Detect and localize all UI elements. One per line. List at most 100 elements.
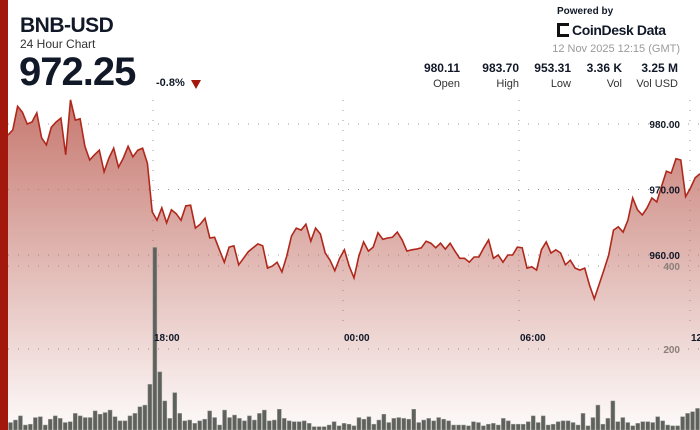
volume-bar (570, 422, 576, 430)
volume-bar (491, 423, 496, 430)
volume-bar (77, 415, 83, 430)
volume-bar (28, 423, 33, 430)
volume-bar (605, 418, 611, 430)
volume-bar (620, 417, 626, 430)
volume-bar (660, 420, 665, 430)
volume-bar (595, 404, 601, 430)
volume-bar (555, 421, 561, 430)
volume-bar (257, 413, 262, 430)
volume-bar (267, 420, 272, 430)
volume-bar (431, 420, 436, 430)
volume-bar (92, 410, 98, 430)
volume-bar (545, 424, 551, 430)
volume-bar (436, 417, 441, 430)
volume-bar (690, 411, 695, 430)
volume-bar (630, 425, 636, 430)
volume-bar (416, 422, 421, 430)
volume-bar (127, 415, 133, 430)
stat-vol: 3.36 K Vol (587, 61, 622, 90)
volume-bar (23, 424, 28, 430)
volume-bar (665, 424, 670, 430)
volume-bar (262, 409, 267, 430)
volume-bar (361, 418, 367, 430)
volume-bar (466, 425, 471, 430)
volume-bar (87, 417, 93, 430)
volume-bar (82, 417, 88, 430)
volume-bar (675, 425, 680, 430)
volume-bar (516, 423, 521, 430)
volume-bar (496, 424, 501, 430)
volume-bar (13, 419, 18, 430)
volume-bar (461, 424, 466, 430)
volume-bar (212, 417, 217, 430)
volume-bar (615, 421, 621, 430)
volume-bar (162, 400, 168, 430)
volume-bar (346, 423, 352, 430)
volume-bar (640, 421, 645, 430)
volume-bar (97, 413, 103, 430)
volume-bar (560, 420, 566, 430)
volume-bar (386, 422, 392, 430)
powered-by-label: Powered by (557, 6, 614, 17)
volume-bar (227, 417, 232, 430)
stat-label: High (496, 78, 519, 90)
volume-bar (38, 416, 43, 430)
stat-value: 983.70 (482, 61, 519, 75)
volume-bar (511, 423, 516, 430)
volume-bar (575, 424, 581, 430)
volume-bar (650, 422, 655, 430)
volume-bar (157, 371, 163, 430)
volume-bar (132, 413, 138, 430)
volume-bar (645, 421, 650, 430)
symbol-title: BNB-USD (20, 14, 114, 37)
volume-bar (58, 418, 63, 430)
volume-bar (565, 420, 571, 430)
volume-bar (526, 421, 531, 430)
volume-bar (277, 409, 282, 430)
volume-bar (237, 418, 242, 430)
coindesk-mark-icon (557, 23, 569, 37)
volume-bar (451, 424, 456, 430)
volume-bar (625, 422, 631, 430)
volume-bar (446, 420, 451, 430)
volume-bar (585, 425, 591, 430)
price-tick-label: 980.00 (649, 120, 680, 131)
stat-vol-usd: 3.25 M Vol USD (636, 61, 678, 90)
volume-bar (506, 420, 511, 430)
stat-value: 3.25 M (641, 61, 678, 75)
volume-bar (441, 418, 446, 430)
volume-bar (540, 415, 546, 430)
stat-label: Open (433, 78, 460, 90)
volume-bar (48, 418, 53, 430)
accent-bar (0, 0, 8, 430)
volume-bar (396, 417, 402, 430)
volume-bar (371, 423, 377, 430)
volume-bar (202, 418, 207, 430)
volume-bar (137, 406, 143, 430)
volume-bar (351, 425, 357, 430)
volume-bar (366, 416, 372, 430)
stat-high: 983.70 High (482, 61, 519, 90)
stat-value: 980.11 (423, 61, 460, 75)
stat-label: Low (550, 78, 571, 90)
volume-bar (167, 418, 173, 430)
time-tick-label: 18:00 (154, 333, 180, 344)
price-tick-label: 960.00 (649, 251, 680, 262)
volume-bar (147, 384, 153, 430)
volume-bar (242, 420, 247, 430)
volume-bar (222, 409, 227, 430)
volume-bar (43, 424, 48, 430)
volume-bar (107, 409, 113, 430)
volume-bar (53, 415, 58, 430)
volume-bar (272, 419, 277, 430)
volume-bar (18, 415, 23, 430)
volume-bar (356, 417, 362, 430)
volume-bar (685, 413, 690, 430)
volume-bar (306, 423, 312, 430)
stat-label: Vol (606, 78, 622, 90)
volume-bar (471, 421, 476, 430)
time-tick-label: 00:00 (344, 333, 370, 344)
volume-bar (550, 423, 556, 430)
volume-bar (8, 422, 13, 430)
volume-bar (292, 421, 297, 430)
